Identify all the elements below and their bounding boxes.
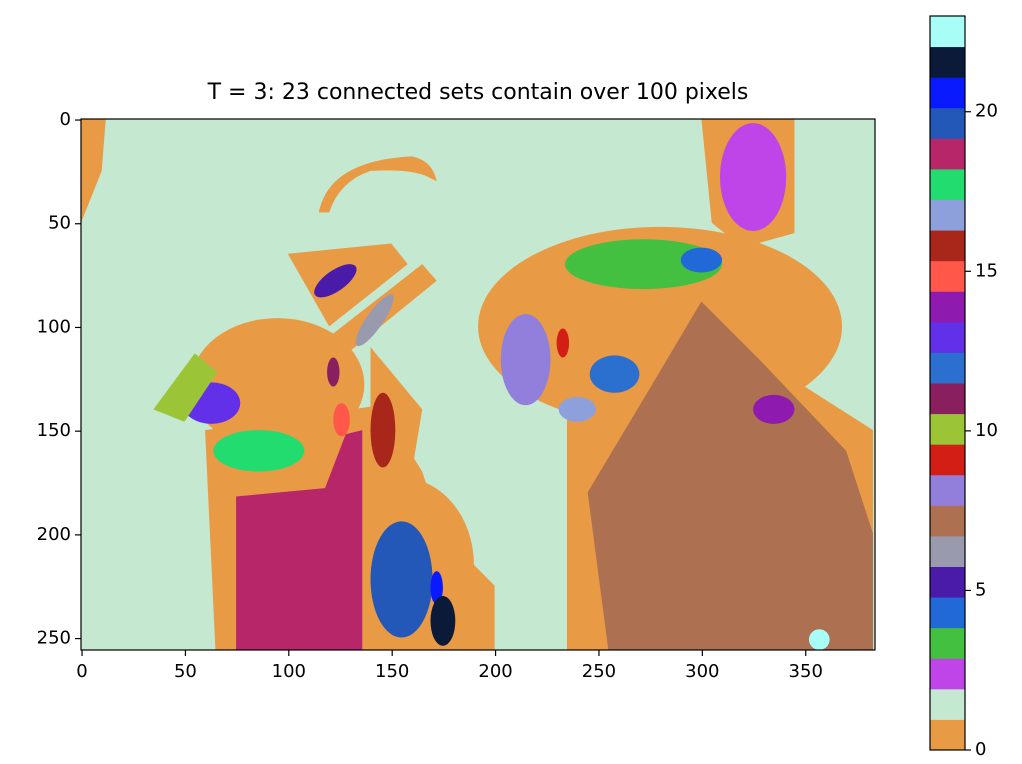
x-tick-label: 300 bbox=[685, 661, 719, 682]
segment-region bbox=[809, 629, 830, 650]
colorbar-segment bbox=[930, 597, 965, 628]
segment-region bbox=[590, 355, 640, 392]
colorbar-segment bbox=[930, 383, 965, 414]
y-tick-label: 150 bbox=[37, 420, 71, 441]
colorbar-segment bbox=[930, 16, 965, 47]
colorbar-segment bbox=[930, 567, 965, 598]
colorbar-tick-label: 15 bbox=[975, 260, 998, 281]
x-tick-label: 150 bbox=[375, 661, 409, 682]
segment-region bbox=[559, 397, 596, 422]
chart: T = 3: 23 connected sets contain over 10… bbox=[0, 0, 1022, 764]
segment-region bbox=[213, 430, 304, 471]
y-tick-label: 250 bbox=[37, 628, 71, 649]
colorbar-segment bbox=[930, 138, 965, 169]
colorbar-segment bbox=[930, 444, 965, 475]
colorbar-tick-label: 0 bbox=[975, 739, 986, 760]
colorbar-segment bbox=[930, 505, 965, 536]
segment-region bbox=[327, 358, 339, 387]
colorbar-segment bbox=[930, 628, 965, 659]
y-tick-label: 200 bbox=[37, 524, 71, 545]
colorbar-segment bbox=[930, 719, 965, 750]
colorbar-segment bbox=[930, 261, 965, 292]
colorbar-segment bbox=[930, 322, 965, 353]
segment-region bbox=[371, 393, 396, 468]
x-tick-label: 250 bbox=[582, 661, 616, 682]
y-tick-label: 50 bbox=[48, 213, 71, 234]
chart-title: T = 3: 23 connected sets contain over 10… bbox=[207, 80, 749, 105]
x-tick-label: 100 bbox=[272, 661, 306, 682]
colorbar-segment bbox=[930, 536, 965, 567]
colorbar-segment bbox=[930, 414, 965, 445]
x-tick-label: 50 bbox=[174, 661, 197, 682]
segment-region bbox=[681, 248, 722, 273]
segment-region bbox=[371, 521, 433, 637]
y-tick-label: 0 bbox=[60, 109, 71, 130]
colorbar-segment bbox=[930, 108, 965, 139]
colorbar-tick-label: 5 bbox=[975, 579, 986, 600]
segment-region bbox=[753, 395, 794, 424]
colorbar-segment bbox=[930, 352, 965, 383]
segmentation-image bbox=[81, 119, 875, 652]
segment-region bbox=[720, 123, 786, 231]
colorbar-segment bbox=[930, 77, 965, 108]
colorbar-segment bbox=[930, 689, 965, 720]
colorbar-tick-label: 10 bbox=[975, 420, 998, 441]
segment-region bbox=[430, 596, 455, 646]
segment-region bbox=[557, 328, 569, 357]
colorbar-segment bbox=[930, 658, 965, 689]
y-tick-label: 100 bbox=[37, 316, 71, 337]
colorbar-segment bbox=[930, 200, 965, 231]
segment-region bbox=[501, 314, 551, 405]
colorbar-segment bbox=[930, 169, 965, 200]
x-tick-label: 200 bbox=[478, 661, 512, 682]
colorbar-tick-label: 20 bbox=[975, 101, 998, 122]
x-tick-label: 0 bbox=[76, 661, 87, 682]
colorbar-segment bbox=[930, 230, 965, 261]
colorbar-segment bbox=[930, 475, 965, 506]
segment-region bbox=[333, 403, 350, 436]
colorbar-segment bbox=[930, 291, 965, 322]
x-tick-label: 350 bbox=[789, 661, 823, 682]
colorbar-segment bbox=[930, 47, 965, 78]
